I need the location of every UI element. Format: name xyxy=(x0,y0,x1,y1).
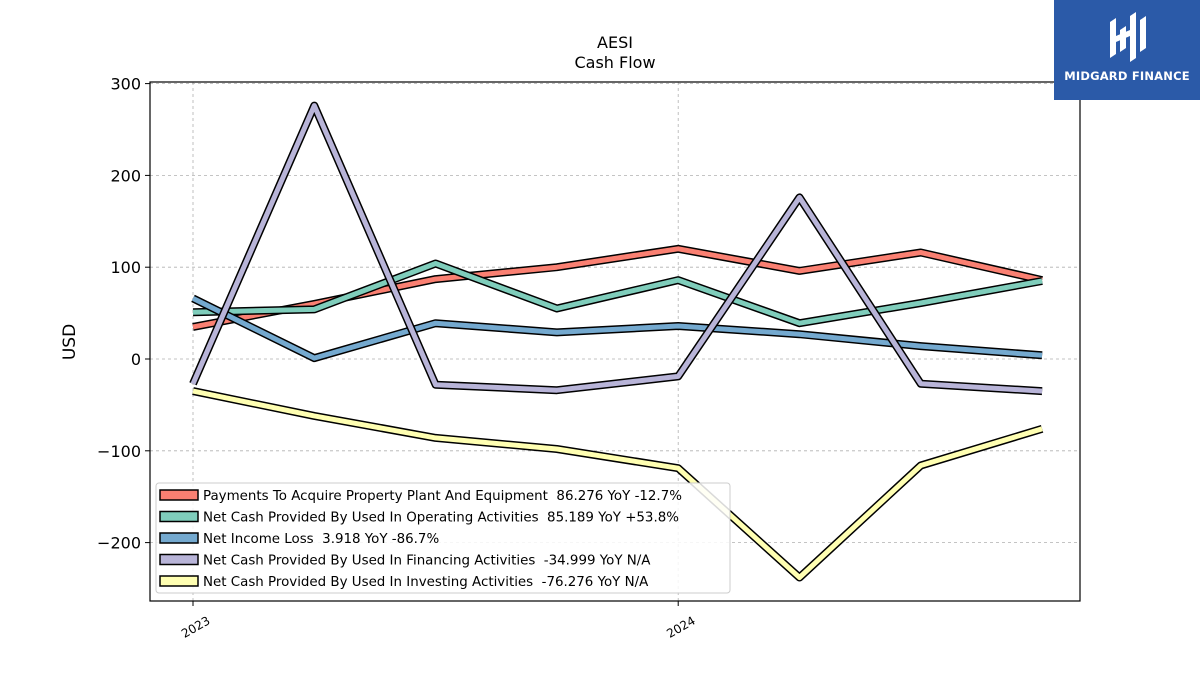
series-line xyxy=(191,296,1043,361)
series-line xyxy=(192,246,1043,330)
legend-box xyxy=(155,482,731,594)
x-tick-label: 2023 xyxy=(179,613,212,640)
series-line xyxy=(192,261,1043,326)
y-tick-label: 300 xyxy=(110,75,141,94)
legend: Payments To Acquire Property Plant And E… xyxy=(155,482,731,594)
y-tick-label: −200 xyxy=(97,534,141,553)
x-tick-label: 2024 xyxy=(664,613,697,640)
series-lines xyxy=(189,101,1044,582)
chart-subtitle: Cash Flow xyxy=(574,53,655,72)
legend-swatch xyxy=(159,510,199,523)
y-tick-label: 0 xyxy=(131,350,141,369)
series-4 xyxy=(189,101,1043,396)
series-line xyxy=(190,103,1043,394)
y-axis: 300 200 100 0 −100 −200 xyxy=(97,75,150,553)
plot-frame xyxy=(149,81,1081,602)
series-5 xyxy=(192,387,1044,582)
y-tick-label: 100 xyxy=(110,258,141,277)
logo-text: MIDGARD FINANCE xyxy=(1064,69,1190,83)
legend-label: Net Cash Provided By Used In Financing A… xyxy=(203,554,651,569)
legend-swatch xyxy=(159,489,199,501)
chart-title: AESI xyxy=(597,33,633,52)
legend-label: Net Income Loss 3.918 YoY -86.7% xyxy=(203,532,439,547)
grid xyxy=(150,82,1080,601)
y-tick-label: 200 xyxy=(110,166,141,185)
legend-swatch xyxy=(159,575,199,587)
series-3 xyxy=(191,294,1043,363)
series-2 xyxy=(192,259,1043,328)
y-axis-label: USD xyxy=(60,324,80,360)
series-1 xyxy=(192,244,1043,331)
legend-swatch xyxy=(159,532,199,544)
x-axis: 2023 2024 xyxy=(179,601,698,641)
y-tick-label: −100 xyxy=(97,442,141,461)
legend-label: Payments To Acquire Property Plant And E… xyxy=(203,489,682,504)
legend-label: Net Cash Provided By Used In Operating A… xyxy=(203,511,679,526)
legend-swatch xyxy=(159,553,199,566)
brand-logo: MIDGARD FINANCE xyxy=(1054,0,1200,100)
legend-label: Net Cash Provided By Used In Investing A… xyxy=(203,575,649,590)
midgard-logo-icon xyxy=(1110,12,1146,62)
series-line xyxy=(192,388,1043,580)
